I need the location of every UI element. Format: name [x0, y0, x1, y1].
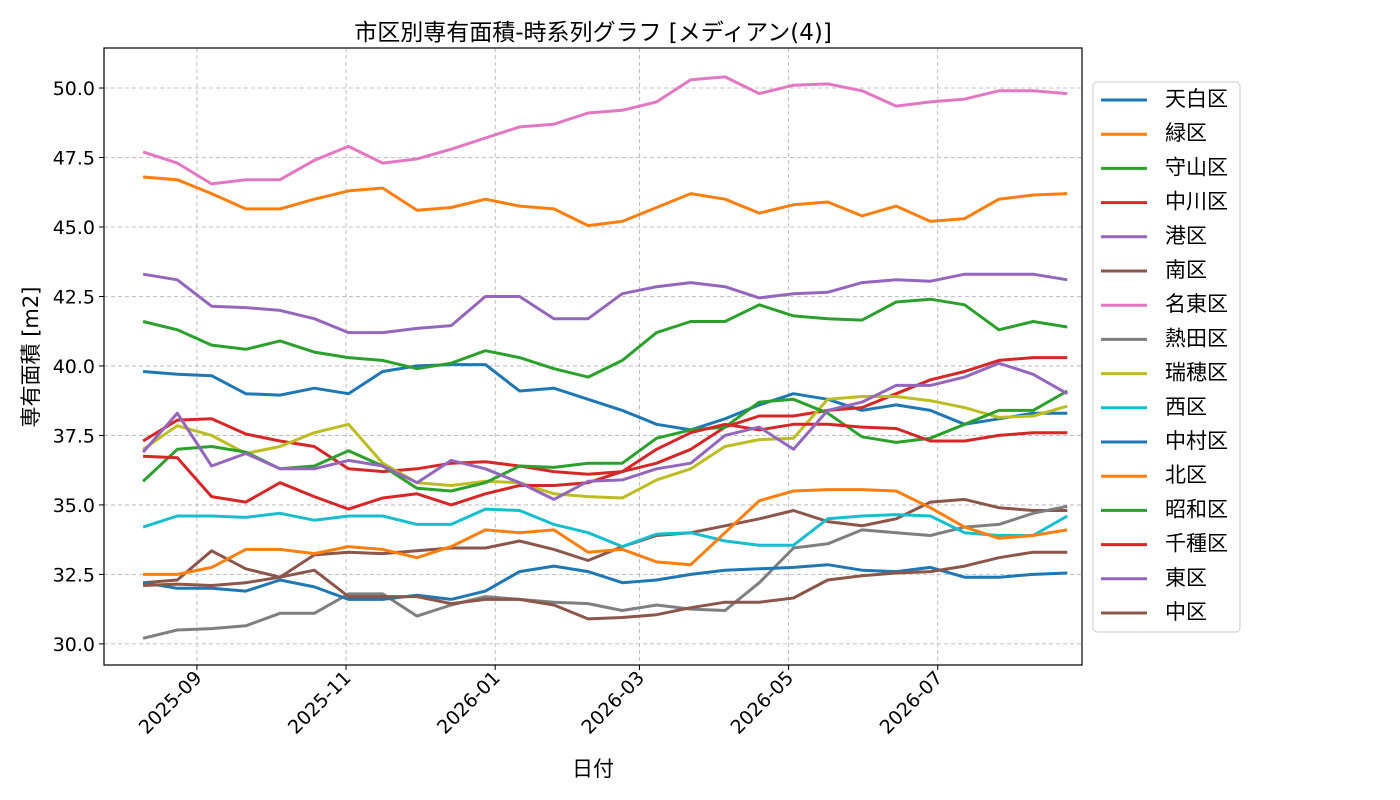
legend-label: 瑞穂区 [1165, 361, 1228, 385]
series-line [143, 488, 1068, 576]
legend-label: 名東区 [1165, 292, 1228, 316]
plot-frame [103, 47, 1083, 666]
y-tick-label: 30.0 [53, 634, 95, 656]
y-tick-label: 40.0 [53, 356, 95, 378]
x-tick-label: 2026-07 [876, 667, 948, 739]
x-tick-label: 2025-09 [135, 667, 207, 739]
x-axis-label: 日付 [572, 757, 614, 781]
lines [141, 75, 1069, 640]
legend-label: 昭和区 [1165, 497, 1228, 521]
series-line [142, 504, 1068, 640]
series-line [142, 272, 1068, 335]
series-line [142, 563, 1068, 601]
y-tick-label: 45.0 [53, 217, 95, 239]
series-line [143, 550, 1068, 621]
y-tick-label: 35.0 [53, 495, 95, 517]
series-line [142, 175, 1068, 228]
series-line [142, 356, 1068, 476]
legend-label: 千種区 [1165, 532, 1228, 556]
legend: 天白区緑区守山区中川区港区南区名東区熱田区瑞穂区西区中村区北区昭和区千種区東区中… [1101, 87, 1228, 624]
series-line [142, 395, 1068, 500]
x-tick-label: 2025-11 [284, 667, 356, 739]
legend-label: 北区 [1165, 463, 1207, 487]
legend-label: 緑区 [1165, 121, 1207, 145]
chart-title: 市区別専有面積-時系列グラフ [メディアン(4)] [354, 20, 832, 46]
y-tick-label: 32.5 [53, 564, 95, 586]
x-tick-label: 2026-03 [577, 667, 649, 739]
series-line [143, 422, 1068, 511]
legend-label: 中川区 [1165, 190, 1228, 214]
y-tick-label: 47.5 [53, 148, 95, 170]
series-line [142, 297, 1068, 379]
y-axis-label: 専有面積 [m2] [19, 287, 43, 428]
series-line [141, 361, 1069, 501]
legend-box [1092, 81, 1241, 633]
y-tick-label: 37.5 [53, 425, 95, 447]
legend-label: 天白区 [1165, 87, 1228, 111]
legend-label: 南区 [1165, 258, 1207, 282]
legend-label: 守山区 [1165, 155, 1228, 179]
legend-label: 港区 [1165, 224, 1207, 248]
legend-label: 西区 [1165, 395, 1207, 419]
legend-label: 東区 [1165, 566, 1207, 590]
legend-label: 熱田区 [1165, 326, 1228, 350]
series-line [142, 363, 1068, 432]
x-tick-label: 2026-05 [726, 667, 798, 739]
grid [104, 48, 1082, 665]
legend-label: 中村区 [1165, 429, 1228, 453]
y-tick-label: 42.5 [53, 286, 95, 308]
series-line [142, 507, 1069, 549]
legend-label: 中区 [1165, 600, 1207, 624]
x-tick-label: 2026-01 [433, 667, 505, 739]
y-tick-label: 50.0 [53, 78, 95, 100]
series-line [142, 497, 1068, 585]
series-line [142, 75, 1068, 186]
